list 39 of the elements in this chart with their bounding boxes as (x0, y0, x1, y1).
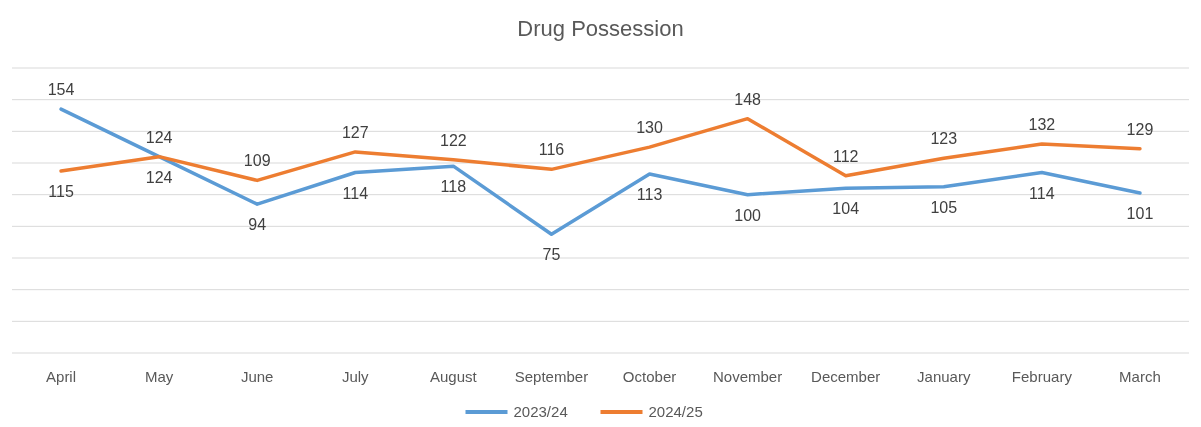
x-tick-label: October (622, 368, 677, 385)
x-tick-label: May (144, 368, 174, 385)
data-label: 148 (734, 90, 762, 108)
data-label: 100 (734, 206, 762, 224)
data-label: 122 (440, 131, 467, 149)
x-tick-label: July (341, 368, 370, 385)
data-label: 132 (1028, 116, 1056, 133)
data-label: 124 (145, 128, 173, 146)
data-label: 127 (341, 123, 369, 141)
data-label: 130 (636, 119, 663, 137)
data-label: 123 (930, 130, 958, 148)
data-label: 112 (832, 147, 859, 165)
data-label: 129 (1126, 120, 1154, 138)
x-tick-label: April (46, 368, 77, 385)
data-label: 115 (48, 182, 74, 200)
data-label: 114 (342, 184, 369, 202)
data-label: 114 (1029, 184, 1055, 202)
data-label: 104 (832, 200, 860, 218)
x-tick-label: September (514, 368, 589, 385)
data-label: 94 (248, 216, 267, 234)
x-tick-label: December (811, 368, 881, 385)
chart-title: Drug Possession (517, 16, 684, 41)
data-label: 105 (930, 198, 958, 216)
data-label: 154 (47, 81, 75, 99)
data-label: 109 (243, 152, 271, 170)
legend-label: 2023/24 (513, 403, 568, 421)
data-label: 118 (440, 178, 467, 196)
x-tick-label: February (1011, 368, 1073, 385)
x-tick-label: August (430, 368, 478, 385)
x-tick-label: March (1119, 368, 1161, 385)
data-label: 124 (145, 168, 173, 186)
data-label: 75 (542, 246, 561, 264)
data-label: 116 (538, 141, 565, 159)
x-tick-label: November (713, 368, 783, 385)
data-label: 113 (636, 186, 663, 204)
x-tick-label: June (240, 368, 274, 385)
x-tick-label: January (917, 368, 971, 385)
data-label: 101 (1126, 205, 1154, 223)
legend-label: 2024/25 (648, 403, 703, 421)
